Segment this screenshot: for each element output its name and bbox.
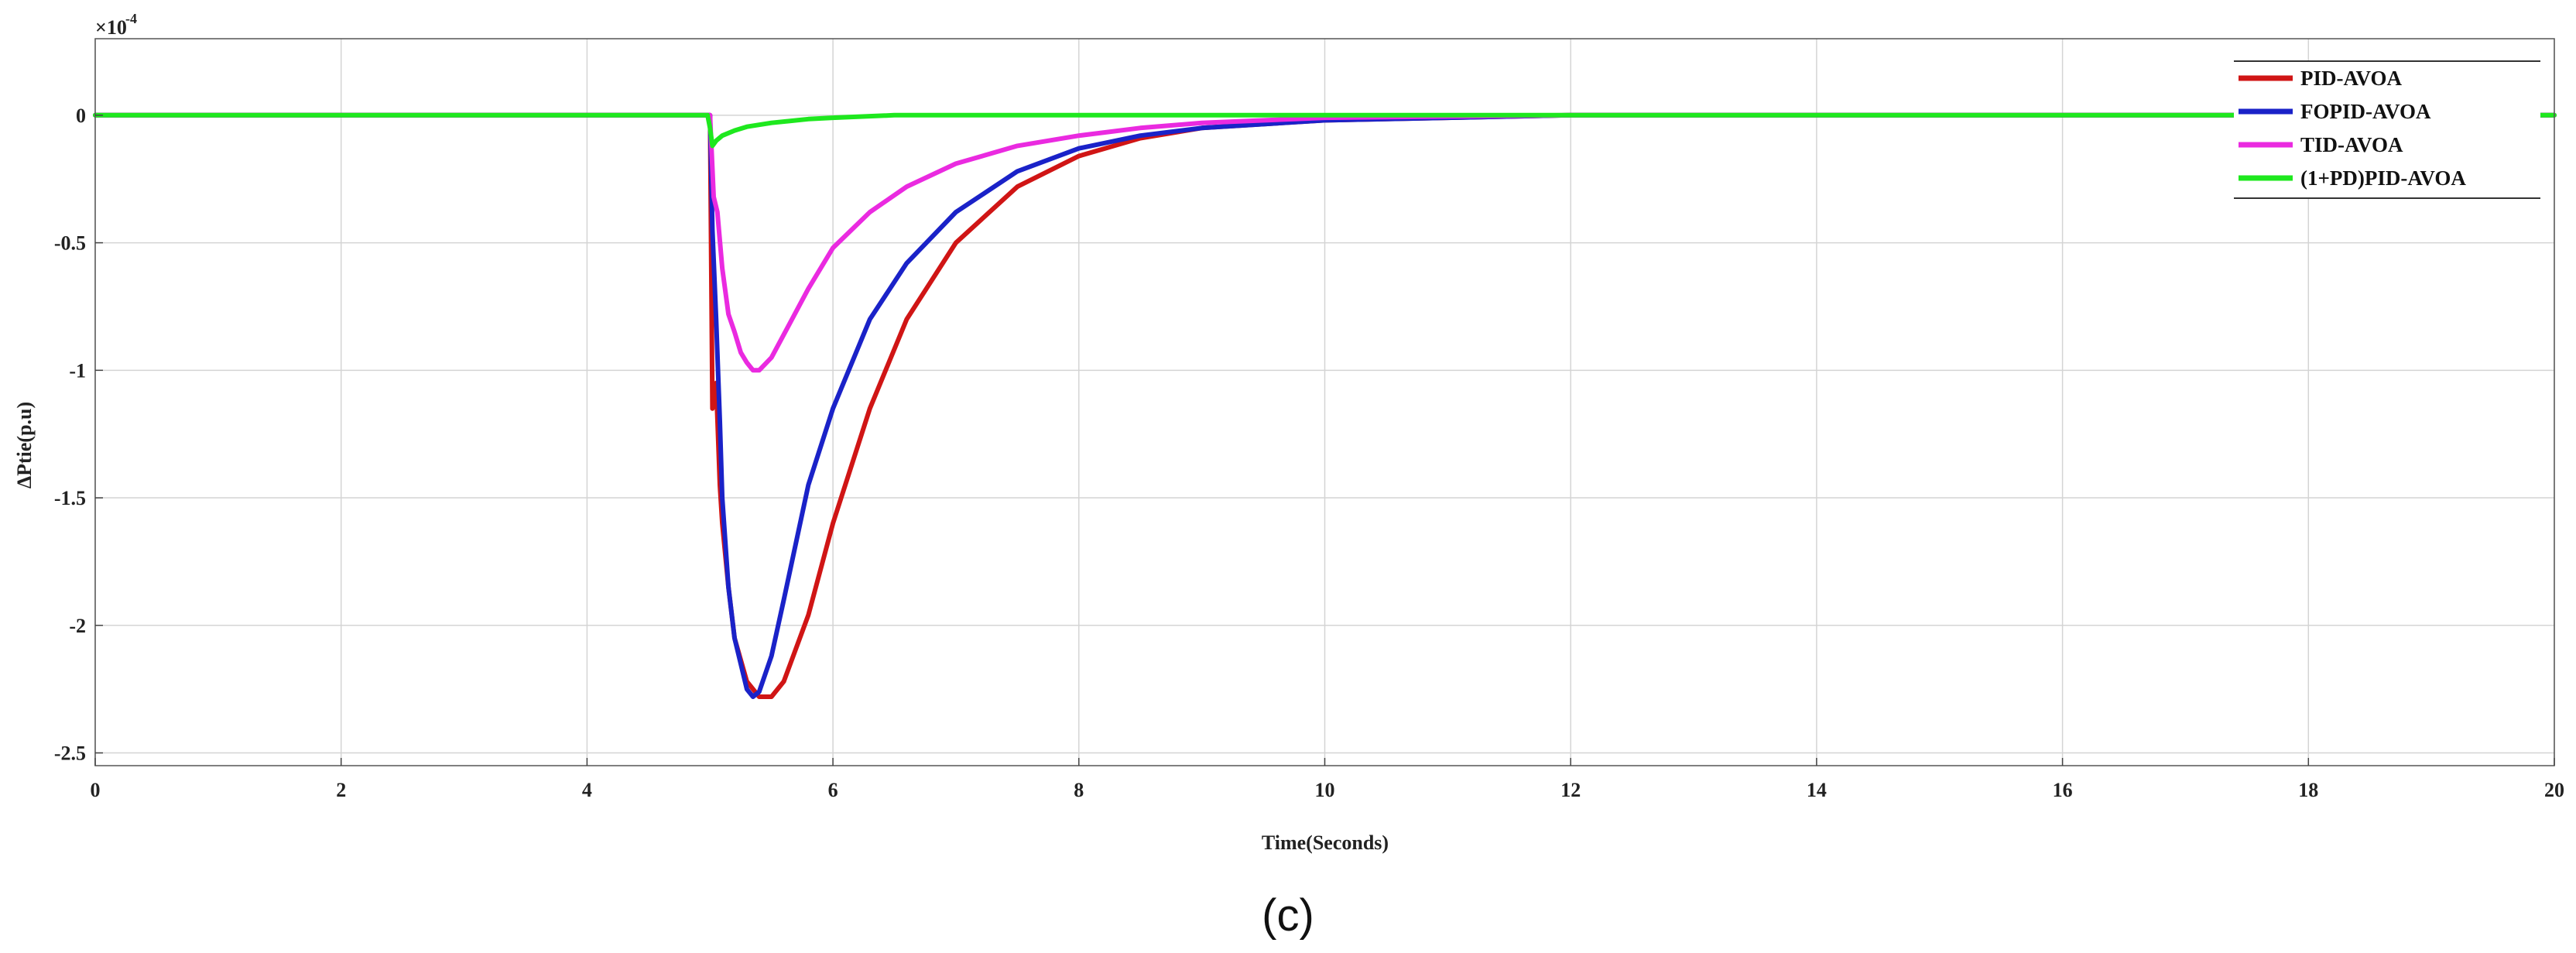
x-tick-label: 2: [336, 779, 346, 801]
x-tick-label: 6: [828, 779, 838, 801]
x-axis-title: Time(Seconds): [1262, 831, 1389, 854]
x-tick-label: 20: [2544, 779, 2564, 801]
x-tick-label: 10: [1315, 779, 1335, 801]
series-line-fopid-avoa: [93, 112, 2557, 699]
series-lines: [93, 112, 2557, 699]
figure-caption: (c): [1262, 890, 1314, 941]
legend-label-1-pd-pid-avoa: (1+PD)PID-AVOA: [2300, 166, 2466, 190]
legend-label-pid-avoa: PID-AVOA: [2300, 67, 2402, 90]
x-tick-label: 0: [91, 779, 101, 801]
x-axis-ticks: 0 2 4 6 8 10 12 14 16 18 20: [91, 758, 2564, 801]
y-exponent-power: -4: [125, 11, 137, 26]
legend-entries: PID-AVOA FOPID-AVOA TID-AVOA (1+PD)PID-AVOA: [2239, 67, 2466, 190]
y-axis-title: ΔPtie(p.u): [13, 402, 36, 488]
y-tick-label: -1.5: [54, 487, 86, 509]
legend-label-fopid-avoa: FOPID-AVOA: [2300, 100, 2431, 123]
legend: PID-AVOA FOPID-AVOA TID-AVOA (1+PD)PID-AVOA: [2234, 60, 2540, 199]
x-tick-label: 16: [2053, 779, 2073, 801]
y-tick-label: -2.5: [54, 742, 86, 765]
legend-label-tid-avoa: TID-AVOA: [2300, 133, 2403, 156]
y-axis-ticks: 0 -0.5 -1 -1.5 -2 -2.5: [54, 105, 103, 765]
series-line-1-pd-pid-avoa: [93, 112, 2557, 149]
y-tick-label: 0: [76, 105, 86, 127]
grid-lines: [94, 39, 2555, 766]
y-tick-label: -1: [69, 359, 86, 382]
x-tick-label: 4: [582, 779, 592, 801]
x-tick-label: 18: [2298, 779, 2318, 801]
y-tick-label: -0.5: [54, 232, 86, 255]
y-tick-label: -2: [69, 615, 86, 637]
x-tick-label: 8: [1074, 779, 1084, 801]
series-line-tid-avoa: [93, 112, 2557, 373]
x-tick-label: 14: [1807, 779, 1827, 801]
y-exponent-base: ×10: [95, 16, 127, 39]
x-tick-label: 12: [1560, 779, 1581, 801]
legend-box: [2234, 60, 2540, 198]
